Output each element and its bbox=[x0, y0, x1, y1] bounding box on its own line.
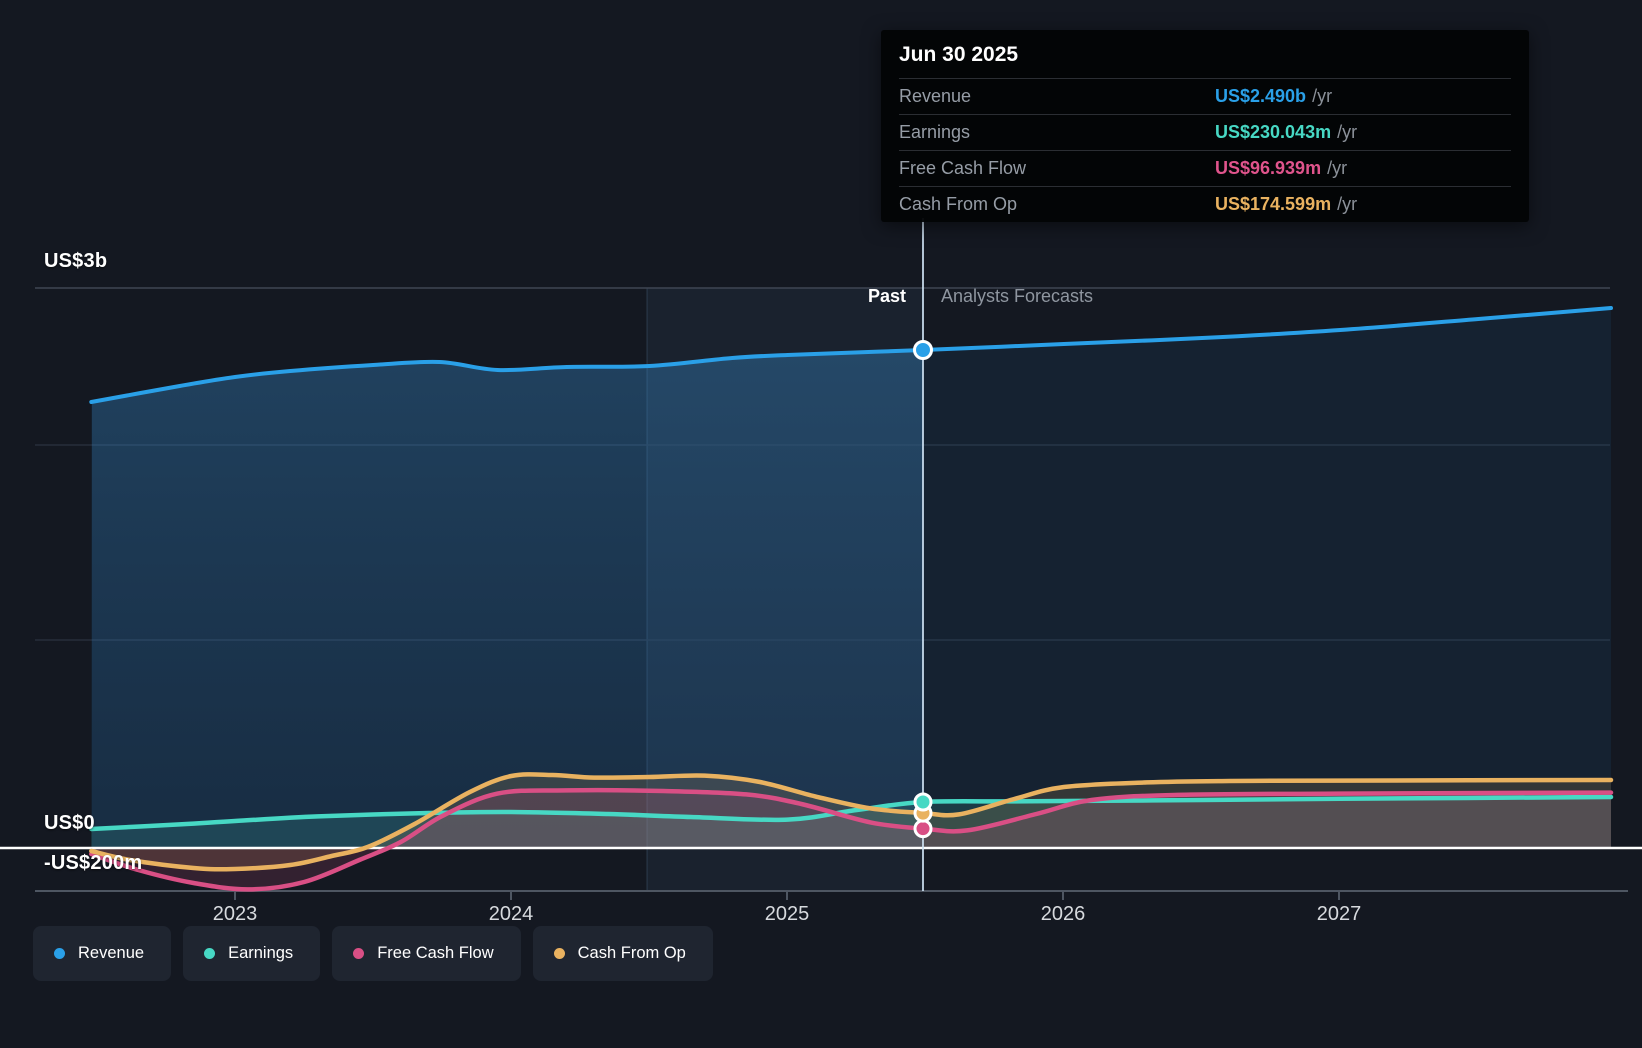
tooltip-row-fcf: Free Cash Flow US$96.939m/yr bbox=[899, 150, 1511, 186]
legend-item-label: Cash From Op bbox=[577, 944, 686, 962]
tooltip-row-suffix: /yr bbox=[1327, 158, 1348, 178]
earnings-legend-dot-icon bbox=[204, 948, 216, 959]
tooltip-row-label: Earnings bbox=[899, 122, 971, 142]
x-axis-label-2025: 2025 bbox=[764, 903, 810, 925]
tooltip-row-value: US$96.939m bbox=[1215, 158, 1322, 178]
tooltip-row-cashop: Cash From Op US$174.599m/yr bbox=[899, 186, 1511, 222]
tooltip-row-suffix: /yr bbox=[1312, 86, 1333, 106]
y-axis-label: -US$200m bbox=[44, 852, 143, 874]
earnings-line[interactable] bbox=[89, 794, 1614, 832]
x-axis-label-2024: 2024 bbox=[488, 903, 534, 925]
past-label: Past bbox=[867, 286, 906, 306]
legend-item-label: Earnings bbox=[228, 944, 294, 962]
earnings-marker[interactable] bbox=[913, 792, 933, 812]
fcf-area bbox=[91, 790, 1611, 890]
revenue-marker[interactable] bbox=[913, 340, 933, 360]
tooltip-row-value: US$230.043m bbox=[1215, 122, 1332, 142]
fcf-line[interactable] bbox=[89, 787, 1614, 892]
x-axis-label-2026: 2026 bbox=[1040, 903, 1086, 925]
tooltip-row-value: US$2.490b bbox=[1215, 86, 1307, 106]
legend: Revenue Earnings Free Cash Flow Cash From O… bbox=[33, 926, 713, 981]
earnings-area bbox=[91, 797, 1611, 848]
legend-item-label: Free Cash Flow bbox=[377, 944, 494, 962]
tooltip-row-suffix: /yr bbox=[1337, 122, 1358, 142]
legend-item-earnings[interactable]: Earnings bbox=[183, 926, 321, 981]
legend-item-label: Revenue bbox=[78, 944, 145, 962]
tooltip-row-label: Cash From Op bbox=[899, 194, 1018, 214]
y-axis-label: US$3b bbox=[44, 250, 108, 272]
tooltip-row-label: Free Cash Flow bbox=[899, 158, 1027, 178]
cashop-legend-dot-icon bbox=[553, 948, 565, 959]
tooltip-rows: Revenue US$2.490b/yr Earnings US$230.043m/y… bbox=[881, 78, 1529, 222]
fcf-marker[interactable] bbox=[913, 819, 933, 839]
x-axis-label-2023: 2023 bbox=[212, 903, 258, 925]
x-axis-label-2027: 2027 bbox=[1316, 903, 1362, 925]
revenue-legend-dot-icon bbox=[54, 948, 65, 959]
tooltip: Jun 30 2025 Revenue US$2.490b/yr Earnings U… bbox=[881, 30, 1529, 222]
fcf-legend-dot-icon bbox=[353, 948, 365, 959]
tooltip-row-revenue: Revenue US$2.490b/yr bbox=[899, 78, 1511, 114]
legend-item-revenue[interactable]: Revenue bbox=[33, 926, 172, 981]
legend-item-fcf[interactable]: Free Cash Flow bbox=[332, 926, 521, 981]
tooltip-row-label: Revenue bbox=[899, 86, 972, 106]
tooltip-row-value: US$174.599m bbox=[1215, 194, 1332, 214]
revenue-area-past bbox=[92, 308, 923, 848]
analysts-forecasts-label: Analysts Forecasts bbox=[941, 286, 1094, 306]
cashop-line[interactable] bbox=[89, 772, 1614, 872]
legend-item-cashop[interactable]: Cash From Op bbox=[532, 926, 713, 981]
tooltip-row-suffix: /yr bbox=[1337, 194, 1358, 214]
revenue-line[interactable] bbox=[89, 306, 1613, 404]
tooltip-date: Jun 30 2025 bbox=[899, 43, 1019, 66]
y-axis-label: US$0 bbox=[44, 812, 95, 834]
tooltip-row-earnings: Earnings US$230.043m/yr bbox=[899, 114, 1511, 150]
